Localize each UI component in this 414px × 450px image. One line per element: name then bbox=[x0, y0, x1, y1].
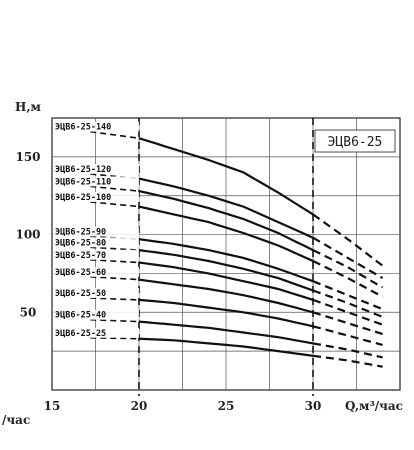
axes: 50 100 150 15 20 25 30 Н,м Q,м³/час/час ЭЦВ6-25 bbox=[2, 100, 403, 427]
series-line-extension bbox=[312, 249, 384, 289]
curve-label: ЭЦВ6-25-60 bbox=[55, 268, 106, 278]
series-line-extension bbox=[312, 236, 384, 280]
curve-label: ЭЦВ6-25-140 bbox=[55, 123, 111, 133]
series-line-lead bbox=[90, 185, 140, 192]
series-line bbox=[138, 320, 314, 345]
series-line bbox=[138, 298, 314, 328]
series-line bbox=[138, 261, 314, 301]
series-line bbox=[138, 249, 314, 292]
series-line-extension bbox=[312, 213, 384, 267]
series-line-lead bbox=[90, 318, 140, 323]
series-line-extension bbox=[312, 311, 383, 336]
curve-label-bg bbox=[53, 266, 139, 277]
series-line bbox=[138, 190, 314, 252]
y-tick-label: 100 bbox=[15, 228, 40, 242]
chart-title: ЭЦВ6-25 bbox=[328, 135, 383, 150]
curve-label: ЭЦВ6-25-70 bbox=[55, 251, 106, 261]
series-line bbox=[138, 177, 314, 239]
series-line bbox=[138, 238, 314, 283]
x-tick-label: 30 bbox=[305, 399, 322, 413]
y-tick-label: 50 bbox=[20, 305, 37, 319]
curve-label-bg bbox=[53, 249, 139, 260]
series-line bbox=[138, 337, 314, 357]
series-line-extension bbox=[312, 354, 383, 368]
series-line bbox=[138, 205, 314, 263]
x-axis-label: Q,м³/час bbox=[345, 399, 403, 413]
curve-label-bg bbox=[53, 327, 139, 338]
series-line-lead bbox=[90, 259, 140, 264]
series-line-extension bbox=[312, 289, 384, 318]
curve-label-bg bbox=[53, 121, 139, 132]
curve-label: ЭЦВ6-25-50 bbox=[55, 289, 106, 299]
series-line-lead bbox=[90, 337, 140, 340]
curve-label-bg bbox=[53, 163, 139, 174]
curve-label: ЭЦВ6-25-90 bbox=[55, 227, 106, 237]
curve-label-bg bbox=[53, 309, 139, 320]
curve-label-bg bbox=[53, 237, 139, 248]
series-line-lead bbox=[90, 246, 140, 251]
curve-label-bg bbox=[53, 191, 139, 202]
series-line bbox=[138, 137, 314, 216]
series-line-extension bbox=[312, 280, 384, 311]
series-line-extension bbox=[312, 342, 383, 359]
curves bbox=[90, 130, 384, 368]
x-tick-label: 25 bbox=[218, 399, 235, 413]
series-line-extension bbox=[312, 260, 384, 298]
curve-label: ЭЦВ6-25-40 bbox=[55, 311, 106, 321]
series-line-lead bbox=[90, 276, 140, 281]
title-box bbox=[314, 129, 396, 153]
x-axis-unit-fragment: /час bbox=[2, 413, 30, 427]
curve-label-bg bbox=[53, 176, 139, 187]
series-line-lead bbox=[90, 297, 140, 301]
curve-label: ЭЦВ6-25-25 bbox=[55, 329, 106, 339]
y-axis-label: Н,м bbox=[15, 100, 42, 114]
x-tick-label: 20 bbox=[131, 399, 148, 413]
y-tick-label: 150 bbox=[15, 150, 40, 164]
x-tick-label: 15 bbox=[44, 399, 61, 413]
series-line bbox=[138, 278, 314, 314]
series-line-extension bbox=[312, 325, 383, 346]
series-line-lead bbox=[90, 130, 140, 139]
curve-labels: ЭЦВ6-25-140 ЭЦВ6-25-120 ЭЦВ6-25-110 ЭЦВ6-25… bbox=[53, 121, 139, 339]
curve-label-bg bbox=[53, 226, 139, 237]
curve-label-bg bbox=[53, 287, 139, 298]
series-line-lead bbox=[90, 201, 140, 208]
curve-label: ЭЦВ6-25-100 bbox=[55, 193, 111, 203]
curve-label: ЭЦВ6-25-120 bbox=[55, 165, 111, 175]
curve-label: ЭЦВ6-25-80 bbox=[55, 238, 106, 248]
curve-label: ЭЦВ6-25-110 bbox=[55, 177, 111, 187]
